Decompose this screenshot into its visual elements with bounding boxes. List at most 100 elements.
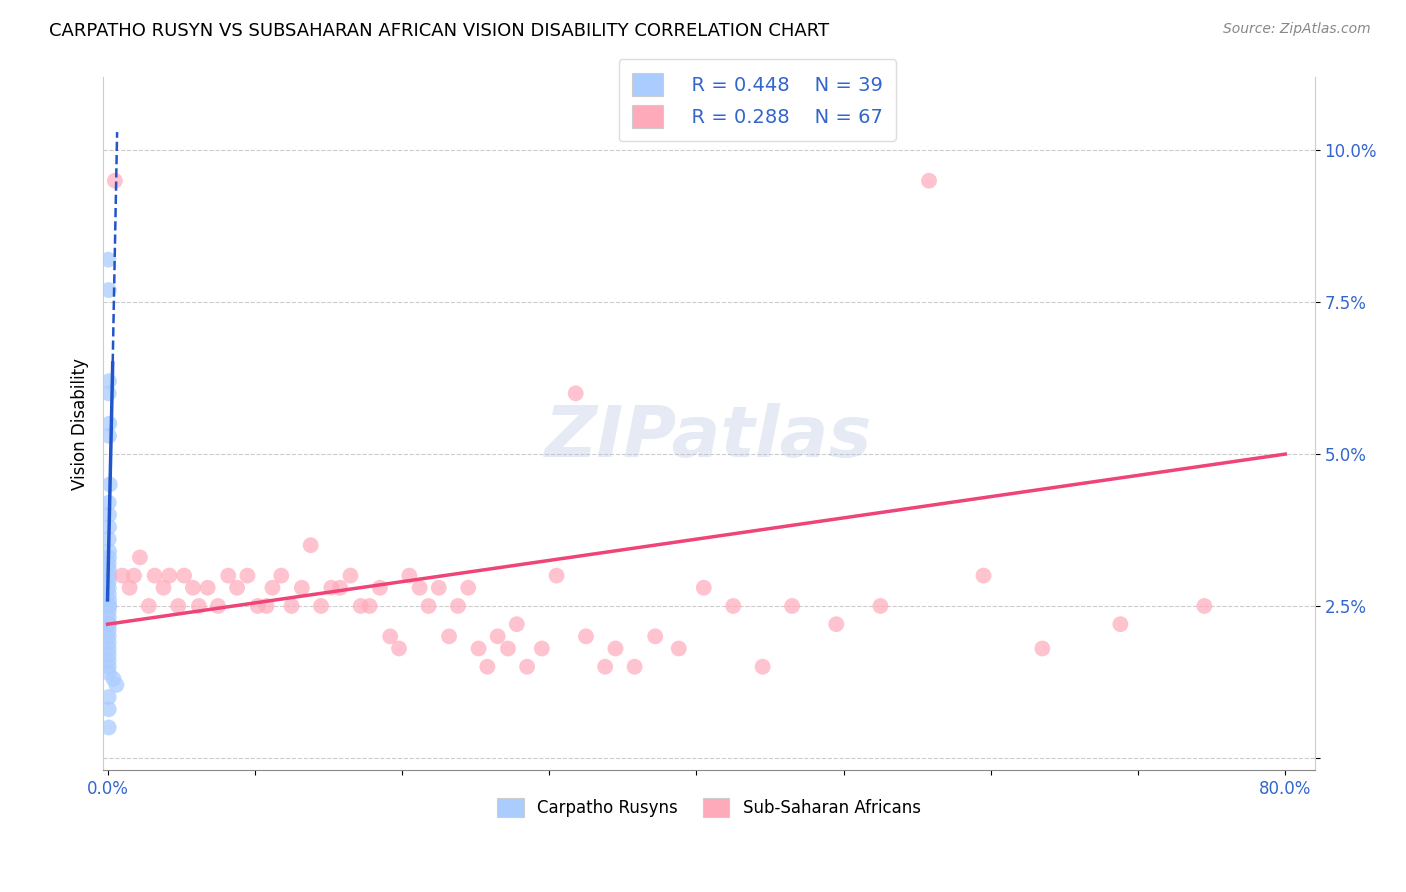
- Point: [111, 568, 134, 582]
- Point: [97, 574, 120, 589]
- Point: [693, 581, 716, 595]
- Point: [262, 581, 284, 595]
- Point: [869, 599, 891, 613]
- Point: [97, 252, 120, 267]
- Point: [97, 624, 120, 638]
- Point: [118, 581, 141, 595]
- Point: [1109, 617, 1132, 632]
- Point: [477, 659, 499, 673]
- Point: [97, 721, 120, 735]
- Point: [564, 386, 586, 401]
- Point: [98, 544, 121, 558]
- Point: [486, 629, 509, 643]
- Point: [270, 568, 292, 582]
- Point: [226, 581, 249, 595]
- Text: ZIPatlas: ZIPatlas: [546, 403, 873, 472]
- Point: [427, 581, 450, 595]
- Point: [350, 599, 373, 613]
- Point: [721, 599, 744, 613]
- Point: [98, 417, 121, 431]
- Point: [299, 538, 322, 552]
- Point: [380, 629, 402, 643]
- Point: [97, 496, 120, 510]
- Point: [236, 568, 259, 582]
- Point: [605, 641, 627, 656]
- Point: [97, 702, 120, 716]
- Point: [98, 568, 121, 582]
- Point: [447, 599, 470, 613]
- Point: [97, 635, 120, 649]
- Point: [167, 599, 190, 613]
- Point: [138, 599, 160, 613]
- Point: [1194, 599, 1216, 613]
- Point: [339, 568, 361, 582]
- Point: [157, 568, 180, 582]
- Point: [98, 374, 121, 388]
- Point: [129, 550, 152, 565]
- Point: [98, 477, 121, 491]
- Point: [256, 599, 278, 613]
- Point: [197, 581, 219, 595]
- Point: [516, 659, 538, 673]
- Point: [97, 532, 120, 546]
- Point: [575, 629, 598, 643]
- Point: [97, 605, 120, 619]
- Point: [780, 599, 803, 613]
- Point: [644, 629, 666, 643]
- Point: [152, 581, 174, 595]
- Point: [98, 599, 121, 613]
- Point: [105, 678, 128, 692]
- Point: [388, 641, 411, 656]
- Point: [309, 599, 332, 613]
- Point: [97, 641, 120, 656]
- Point: [187, 599, 209, 613]
- Point: [97, 690, 120, 704]
- Point: [98, 593, 121, 607]
- Point: [97, 386, 120, 401]
- Point: [623, 659, 645, 673]
- Point: [593, 659, 616, 673]
- Point: [668, 641, 690, 656]
- Point: [97, 665, 120, 680]
- Point: [398, 568, 420, 582]
- Point: [359, 599, 381, 613]
- Point: [546, 568, 568, 582]
- Point: [98, 599, 121, 613]
- Point: [329, 581, 352, 595]
- Legend: Carpatho Rusyns, Sub-Saharan Africans: Carpatho Rusyns, Sub-Saharan Africans: [491, 791, 928, 824]
- Point: [291, 581, 314, 595]
- Point: [457, 581, 479, 595]
- Point: [97, 557, 120, 571]
- Point: [207, 599, 229, 613]
- Point: [1031, 641, 1053, 656]
- Point: [173, 568, 195, 582]
- Point: [280, 599, 302, 613]
- Point: [98, 508, 121, 522]
- Point: [97, 611, 120, 625]
- Point: [97, 581, 120, 595]
- Y-axis label: Vision Disability: Vision Disability: [72, 358, 89, 490]
- Point: [467, 641, 489, 656]
- Point: [104, 174, 127, 188]
- Point: [97, 648, 120, 662]
- Point: [97, 617, 120, 632]
- Point: [496, 641, 519, 656]
- Point: [972, 568, 994, 582]
- Point: [506, 617, 529, 632]
- Point: [321, 581, 343, 595]
- Text: CARPATHO RUSYN VS SUBSAHARAN AFRICAN VISION DISABILITY CORRELATION CHART: CARPATHO RUSYN VS SUBSAHARAN AFRICAN VIS…: [49, 22, 830, 40]
- Point: [122, 568, 145, 582]
- Point: [246, 599, 269, 613]
- Point: [530, 641, 553, 656]
- Point: [103, 672, 125, 686]
- Point: [97, 659, 120, 673]
- Point: [418, 599, 440, 613]
- Point: [98, 520, 121, 534]
- Point: [368, 581, 391, 595]
- Point: [825, 617, 848, 632]
- Point: [98, 550, 121, 565]
- Point: [437, 629, 460, 643]
- Point: [97, 629, 120, 643]
- Point: [98, 617, 121, 632]
- Point: [181, 581, 204, 595]
